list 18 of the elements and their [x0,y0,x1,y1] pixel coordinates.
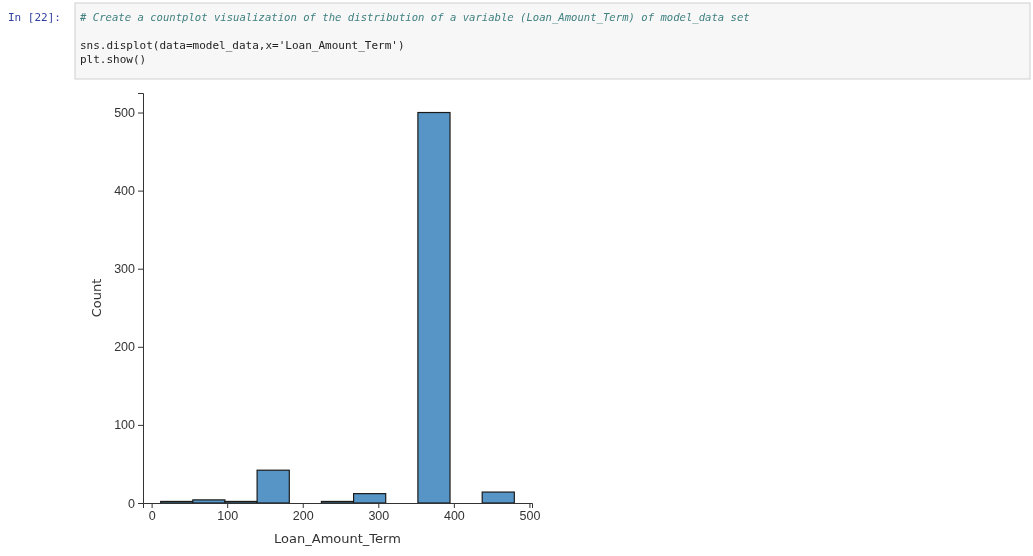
y-tick-label: 200 [114,340,136,355]
y-tick-label: 500 [114,106,136,121]
text: In [22]: [8,11,61,24]
y-tick-label: 0 [128,496,136,511]
y-axis-title: Count [89,278,104,318]
x-tick-label: 200 [292,508,314,523]
x-tick-label: 100 [217,508,239,523]
y-tick-label: 100 [114,418,136,433]
y-tick-label: 300 [114,262,136,277]
x-tick-label: 300 [368,508,390,523]
x-tick-label: 0 [148,508,156,523]
x-tick-label: 500 [519,508,541,523]
text: plt.show() [80,53,147,66]
text: # Create a countplot visualization of the distribution of a variable (Loan_Amount_Term) of model_data set [79,11,750,24]
x-tick-label: 400 [443,508,465,523]
text: sns.displot(data=model_data,x='Loan_Amount_Term') [80,39,405,52]
y-tick-label: 400 [114,184,136,199]
x-axis-title: Loan_Amount_Term [274,531,401,546]
